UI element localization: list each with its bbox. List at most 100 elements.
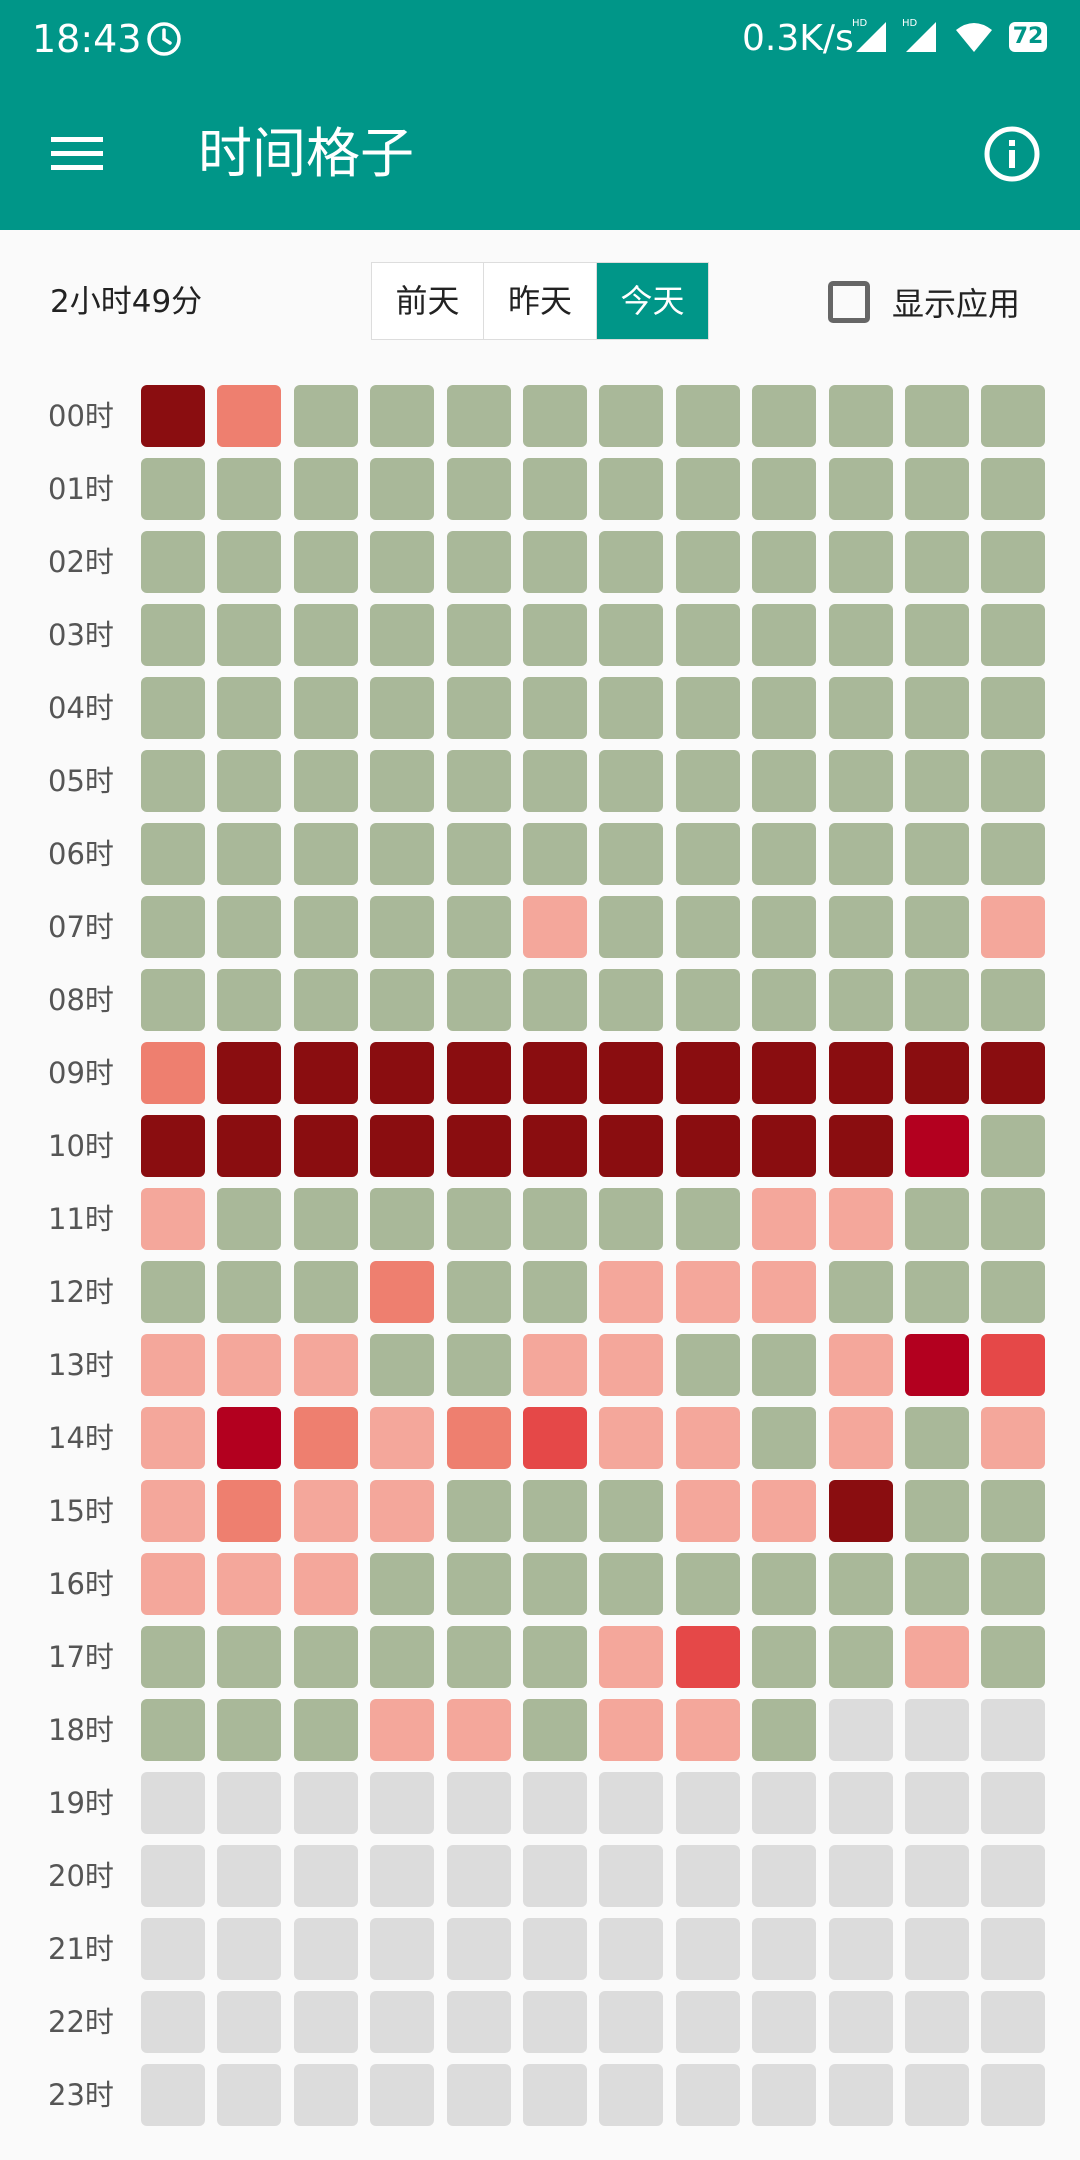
- time-cell-max[interactable]: [370, 1115, 434, 1177]
- time-cell-max[interactable]: [217, 1115, 281, 1177]
- time-cell-higher[interactable]: [905, 1115, 969, 1177]
- time-cell-idle[interactable]: [447, 1626, 511, 1688]
- time-cell-idle[interactable]: [447, 604, 511, 666]
- time-cell-idle[interactable]: [523, 1480, 587, 1542]
- time-cell-idle[interactable]: [829, 896, 893, 958]
- time-cell-idle[interactable]: [447, 531, 511, 593]
- time-cell-max[interactable]: [829, 1115, 893, 1177]
- time-cell-medium[interactable]: [217, 385, 281, 447]
- time-cell-idle[interactable]: [141, 1699, 205, 1761]
- time-cell-light[interactable]: [599, 1407, 663, 1469]
- time-cell-idle[interactable]: [905, 677, 969, 739]
- time-cell-light[interactable]: [599, 1699, 663, 1761]
- time-cell-max[interactable]: [141, 385, 205, 447]
- time-cell-idle[interactable]: [141, 604, 205, 666]
- time-cell-idle[interactable]: [752, 458, 816, 520]
- time-cell-max[interactable]: [523, 1042, 587, 1104]
- time-cell-light[interactable]: [523, 1334, 587, 1396]
- time-cell-idle[interactable]: [905, 531, 969, 593]
- time-cell-idle[interactable]: [294, 1699, 358, 1761]
- time-cell-light[interactable]: [447, 1699, 511, 1761]
- time-cell-idle[interactable]: [217, 677, 281, 739]
- info-icon[interactable]: [981, 123, 1043, 185]
- time-cell-idle[interactable]: [447, 1261, 511, 1323]
- time-cell-idle[interactable]: [217, 458, 281, 520]
- time-cell-idle[interactable]: [370, 677, 434, 739]
- time-cell-idle[interactable]: [599, 1480, 663, 1542]
- time-cell-idle[interactable]: [294, 531, 358, 593]
- time-cell-idle[interactable]: [294, 1188, 358, 1250]
- time-cell-idle[interactable]: [981, 458, 1045, 520]
- time-cell-idle[interactable]: [447, 1480, 511, 1542]
- time-cell-max[interactable]: [676, 1115, 740, 1177]
- time-cell-idle[interactable]: [217, 896, 281, 958]
- time-cell-idle[interactable]: [370, 458, 434, 520]
- time-cell-idle[interactable]: [981, 969, 1045, 1031]
- time-cell-higher[interactable]: [217, 1407, 281, 1469]
- time-cell-idle[interactable]: [752, 1699, 816, 1761]
- time-cell-max[interactable]: [217, 1042, 281, 1104]
- time-cell-idle[interactable]: [217, 750, 281, 812]
- time-cell-max[interactable]: [752, 1115, 816, 1177]
- time-cell-medium[interactable]: [141, 1042, 205, 1104]
- time-cell-idle[interactable]: [905, 1480, 969, 1542]
- time-cell-idle[interactable]: [447, 677, 511, 739]
- time-cell-idle[interactable]: [599, 1188, 663, 1250]
- time-cell-medium[interactable]: [370, 1261, 434, 1323]
- time-cell-idle[interactable]: [523, 385, 587, 447]
- time-cell-idle[interactable]: [752, 1626, 816, 1688]
- time-cell-medium[interactable]: [294, 1407, 358, 1469]
- time-cell-idle[interactable]: [523, 1553, 587, 1615]
- time-cell-idle[interactable]: [294, 750, 358, 812]
- time-cell-light[interactable]: [370, 1699, 434, 1761]
- time-cell-idle[interactable]: [752, 969, 816, 1031]
- time-cell-idle[interactable]: [981, 1553, 1045, 1615]
- time-cell-idle[interactable]: [676, 531, 740, 593]
- time-cell-light[interactable]: [294, 1334, 358, 1396]
- time-cell-idle[interactable]: [294, 1626, 358, 1688]
- time-cell-light[interactable]: [829, 1334, 893, 1396]
- day-option-today[interactable]: 今天: [596, 263, 708, 339]
- time-cell-idle[interactable]: [447, 896, 511, 958]
- time-cell-light[interactable]: [599, 1334, 663, 1396]
- time-cell-idle[interactable]: [829, 750, 893, 812]
- time-cell-idle[interactable]: [447, 1334, 511, 1396]
- time-cell-idle[interactable]: [370, 896, 434, 958]
- time-cell-max[interactable]: [752, 1042, 816, 1104]
- time-cell-light[interactable]: [294, 1553, 358, 1615]
- show-apps-toggle[interactable]: 显示应用: [828, 275, 1020, 329]
- time-cell-idle[interactable]: [523, 1261, 587, 1323]
- time-cell-idle[interactable]: [829, 458, 893, 520]
- time-cell-idle[interactable]: [829, 677, 893, 739]
- time-cell-idle[interactable]: [217, 1626, 281, 1688]
- time-cell-max[interactable]: [599, 1042, 663, 1104]
- time-cell-idle[interactable]: [294, 1261, 358, 1323]
- time-cell-idle[interactable]: [981, 1261, 1045, 1323]
- time-cell-max[interactable]: [141, 1115, 205, 1177]
- time-cell-idle[interactable]: [905, 969, 969, 1031]
- time-cell-idle[interactable]: [599, 531, 663, 593]
- time-cell-idle[interactable]: [217, 823, 281, 885]
- time-cell-max[interactable]: [829, 1480, 893, 1542]
- time-cell-idle[interactable]: [905, 1407, 969, 1469]
- time-cell-idle[interactable]: [981, 1480, 1045, 1542]
- time-cell-light[interactable]: [676, 1407, 740, 1469]
- time-cell-idle[interactable]: [752, 677, 816, 739]
- day-option-yesterday[interactable]: 昨天: [483, 263, 596, 339]
- time-cell-light[interactable]: [141, 1553, 205, 1615]
- time-cell-max[interactable]: [447, 1042, 511, 1104]
- time-cell-idle[interactable]: [217, 969, 281, 1031]
- time-cell-idle[interactable]: [217, 604, 281, 666]
- time-cell-idle[interactable]: [676, 458, 740, 520]
- time-cell-idle[interactable]: [752, 750, 816, 812]
- time-cell-idle[interactable]: [981, 604, 1045, 666]
- time-cell-light[interactable]: [217, 1553, 281, 1615]
- time-cell-idle[interactable]: [981, 750, 1045, 812]
- time-cell-idle[interactable]: [523, 969, 587, 1031]
- time-cell-idle[interactable]: [676, 896, 740, 958]
- time-cell-idle[interactable]: [447, 750, 511, 812]
- time-cell-idle[interactable]: [905, 823, 969, 885]
- time-cell-idle[interactable]: [523, 1626, 587, 1688]
- time-cell-idle[interactable]: [370, 1334, 434, 1396]
- time-cell-idle[interactable]: [370, 823, 434, 885]
